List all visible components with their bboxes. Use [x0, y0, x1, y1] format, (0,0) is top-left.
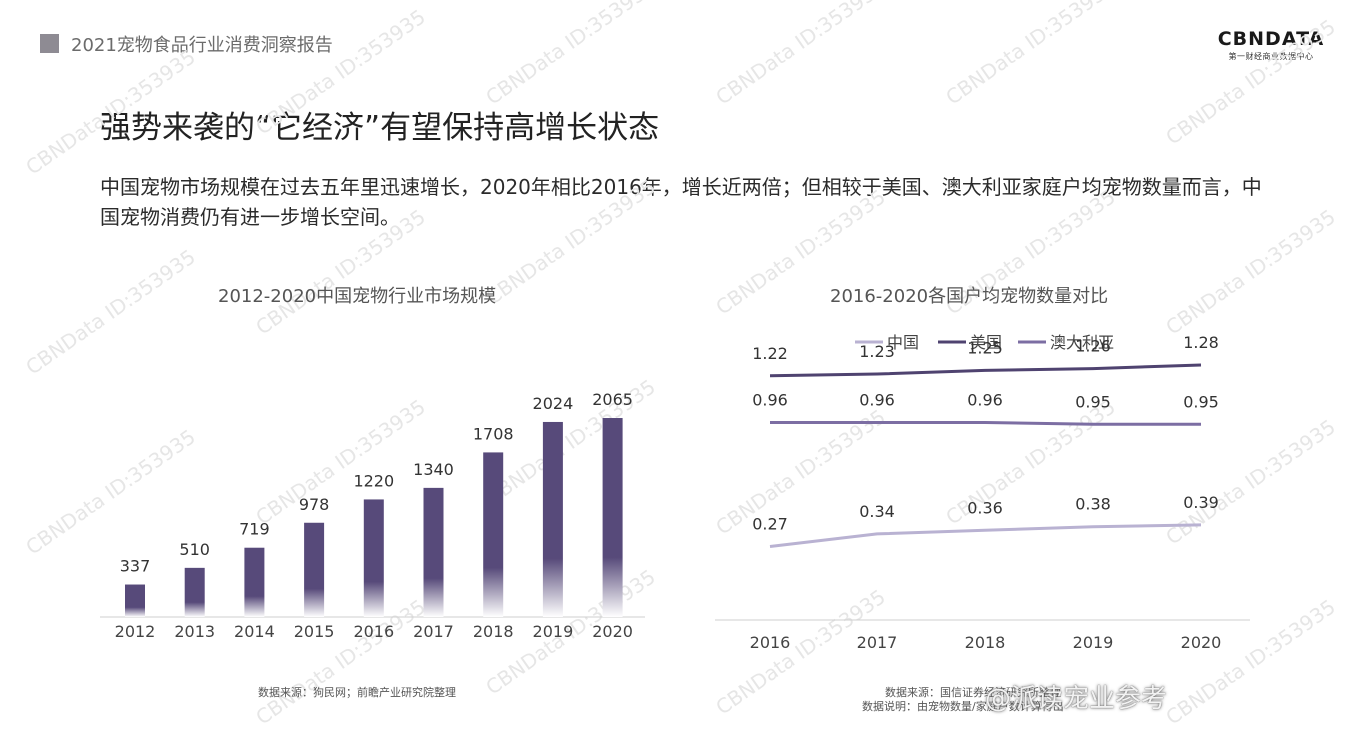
x-tick-label: 2020	[592, 622, 633, 641]
page-headline: 强势来袭的“它经济”有望保持高增长状态	[100, 110, 660, 146]
bottom-watermark: @派读宠业参考	[985, 684, 1168, 714]
bar-value-label: 1220	[353, 471, 394, 490]
x-tick-label: 2018	[473, 622, 514, 641]
bar-value-label: 1340	[413, 460, 454, 479]
x-tick-label: 2020	[1181, 633, 1222, 652]
point-label: 0.96	[967, 390, 1003, 409]
bar-value-label: 337	[120, 557, 151, 576]
point-label: 0.95	[1183, 392, 1219, 411]
x-tick-label: 2014	[234, 622, 275, 641]
bar	[125, 584, 145, 617]
point-label: 1.26	[1075, 337, 1111, 356]
bar	[363, 499, 384, 617]
x-tick-label: 2017	[857, 633, 898, 652]
bar	[184, 567, 205, 617]
bar-value-label: 978	[299, 495, 330, 514]
bar-value-label: 2024	[533, 394, 574, 413]
watermark-text: CBNData ID:353935	[481, 0, 660, 110]
point-label: 0.27	[752, 514, 788, 533]
point-label: 0.95	[1075, 392, 1111, 411]
point-label: 0.96	[752, 390, 788, 409]
bar	[602, 418, 623, 617]
x-tick-label: 2012	[115, 622, 156, 641]
point-label: 0.39	[1183, 493, 1219, 512]
point-label: 0.96	[859, 390, 895, 409]
summary-paragraph: 中国宠物市场规模在过去五年里迅速增长，2020年相比2016年，增长近两倍；但相…	[100, 175, 1262, 229]
series-line	[769, 523, 1202, 548]
bar-value-label: 510	[179, 540, 210, 559]
point-label: 1.28	[1183, 333, 1219, 352]
x-tick-label: 2013	[174, 622, 215, 641]
point-label: 0.38	[1075, 495, 1111, 514]
x-tick-label: 2017	[413, 622, 454, 641]
bar-value-label: 2065	[592, 390, 633, 409]
bar	[304, 522, 325, 617]
bar	[244, 547, 265, 617]
bar	[483, 452, 504, 617]
bar-chart-title: 2012-2020中国宠物行业市场规模	[218, 286, 497, 307]
point-label: 0.36	[967, 498, 1003, 517]
line-chart-source: 数据来源：国信证券经济研究所整理	[885, 686, 1061, 699]
logo-text: CBNDATA	[1217, 28, 1325, 50]
series-line	[770, 421, 1201, 426]
x-tick-label: 2019	[1073, 633, 1114, 652]
bar-chart-source: 数据来源：狗民网；前瞻产业研究院整理	[258, 686, 456, 699]
line-chart-title: 2016-2020各国户均宠物数量对比	[830, 286, 1109, 307]
line-chart: 中国 美国 澳大利亚 0.27 0.34 0.36 0.38 0.39 1.22 1.23 1.25…	[715, 333, 1250, 652]
watermark-text: CBNData ID:353935	[711, 0, 890, 110]
line-chart-note: 数据说明：由宠物数量/家庭户数计算得出	[862, 700, 1064, 713]
point-label: 0.34	[859, 502, 895, 521]
legend-label: 澳大利亚	[1050, 333, 1114, 352]
logo-subtitle: 第一财经商业数据中心	[1228, 52, 1314, 61]
x-tick-label: 2015	[294, 622, 335, 641]
header-marker	[40, 34, 59, 53]
bar	[423, 487, 444, 617]
x-tick-label: 2019	[533, 622, 574, 641]
x-tick-label: 2018	[965, 633, 1006, 652]
bar-value-label: 719	[239, 520, 270, 539]
point-label: 1.22	[752, 344, 788, 363]
bar	[542, 421, 563, 617]
point-label: 1.23	[859, 342, 895, 361]
legend-label: 美国	[970, 333, 1002, 352]
watermark-text: CBNData ID:353935	[21, 244, 200, 380]
bar-value-label: 1708	[473, 424, 514, 443]
bar-chart: 337 2012 510 2013 719 2014 978 2015 1220 2016 1340…	[100, 390, 645, 641]
series-line	[769, 363, 1202, 378]
x-tick-label: 2016	[750, 633, 791, 652]
x-tick-label: 2016	[353, 622, 394, 641]
cbndata-logo: CBNDATA 第一财经商业数据中心	[1215, 28, 1327, 62]
point-label: 1.25	[967, 338, 1003, 357]
legend-label: 中国	[887, 333, 919, 352]
watermark-text: CBNData ID:353935	[941, 0, 1120, 110]
report-title: 2021宠物食品行业消费洞察报告	[71, 35, 333, 56]
